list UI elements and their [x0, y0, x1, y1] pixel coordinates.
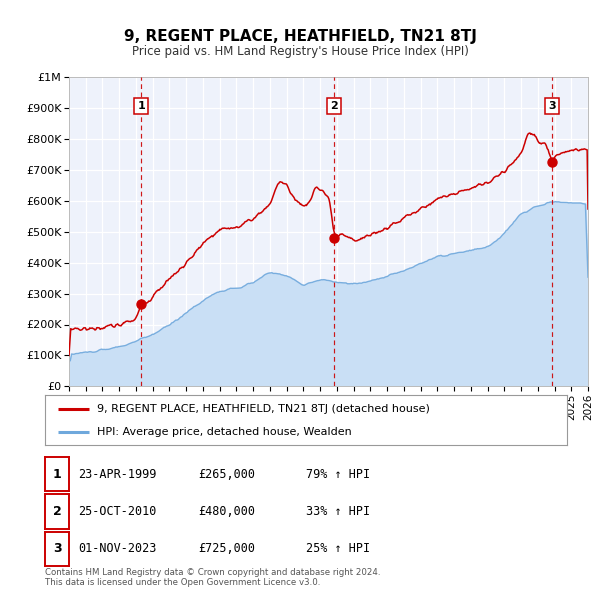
Text: Price paid vs. HM Land Registry's House Price Index (HPI): Price paid vs. HM Land Registry's House … [131, 45, 469, 58]
Text: 2: 2 [53, 505, 61, 518]
Text: 9, REGENT PLACE, HEATHFIELD, TN21 8TJ: 9, REGENT PLACE, HEATHFIELD, TN21 8TJ [124, 29, 476, 44]
Text: 9, REGENT PLACE, HEATHFIELD, TN21 8TJ (detached house): 9, REGENT PLACE, HEATHFIELD, TN21 8TJ (d… [97, 404, 430, 414]
Text: 25% ↑ HPI: 25% ↑ HPI [306, 542, 370, 555]
Text: Contains HM Land Registry data © Crown copyright and database right 2024.
This d: Contains HM Land Registry data © Crown c… [45, 568, 380, 587]
Text: 3: 3 [53, 542, 61, 555]
Text: 3: 3 [548, 101, 556, 111]
Text: £725,000: £725,000 [198, 542, 255, 555]
Text: HPI: Average price, detached house, Wealden: HPI: Average price, detached house, Weal… [97, 427, 352, 437]
Text: 33% ↑ HPI: 33% ↑ HPI [306, 505, 370, 518]
Text: £480,000: £480,000 [198, 505, 255, 518]
Text: 2: 2 [330, 101, 338, 111]
Text: £265,000: £265,000 [198, 468, 255, 481]
Text: 25-OCT-2010: 25-OCT-2010 [78, 505, 157, 518]
Text: 23-APR-1999: 23-APR-1999 [78, 468, 157, 481]
Text: 1: 1 [53, 468, 61, 481]
Text: 01-NOV-2023: 01-NOV-2023 [78, 542, 157, 555]
Text: 79% ↑ HPI: 79% ↑ HPI [306, 468, 370, 481]
Text: 1: 1 [137, 101, 145, 111]
